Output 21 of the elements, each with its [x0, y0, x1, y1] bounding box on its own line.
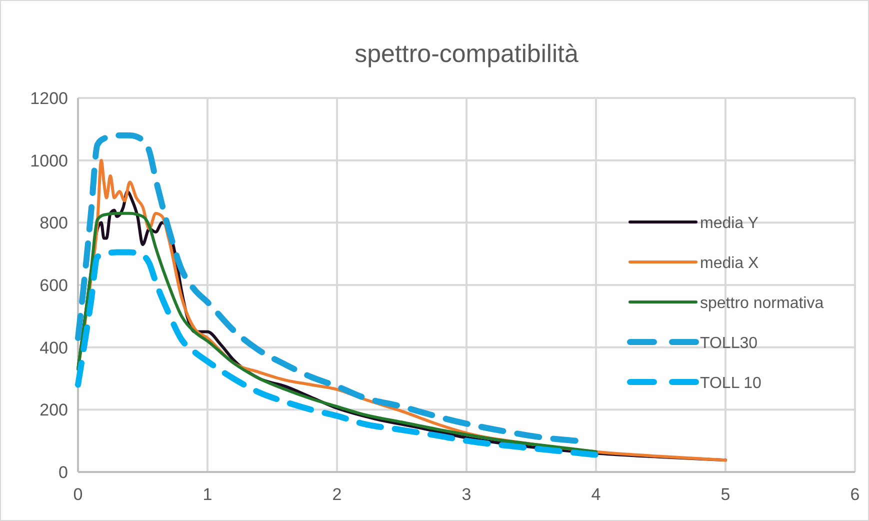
- y-tick-label: 1200: [30, 89, 68, 108]
- x-tick-label: 5: [720, 485, 730, 504]
- x-tick-label: 6: [850, 485, 860, 504]
- x-tick-label: 0: [73, 485, 83, 504]
- x-tick-label: 1: [202, 485, 212, 504]
- y-tick-label: 800: [40, 214, 68, 233]
- line-series: [76, 212, 598, 454]
- y-tick-label: 600: [40, 276, 68, 295]
- x-tick-label: 2: [332, 485, 342, 504]
- y-tick-label: 1000: [30, 151, 68, 170]
- chart-title: spettro-compatibilità: [354, 40, 578, 68]
- legend-label: media Y: [700, 215, 759, 232]
- x-tick-label: 4: [591, 485, 601, 504]
- y-tick-label: 0: [58, 463, 68, 482]
- legend-label: TOLL30: [700, 335, 758, 352]
- x-tick-label: 3: [462, 485, 472, 504]
- y-tick-label: 200: [40, 400, 68, 420]
- legend-label: media X: [700, 255, 760, 272]
- legend-label: spettro normativa: [700, 295, 824, 312]
- y-tick-label: 400: [40, 338, 68, 358]
- legend-label: TOLL 10: [700, 375, 762, 392]
